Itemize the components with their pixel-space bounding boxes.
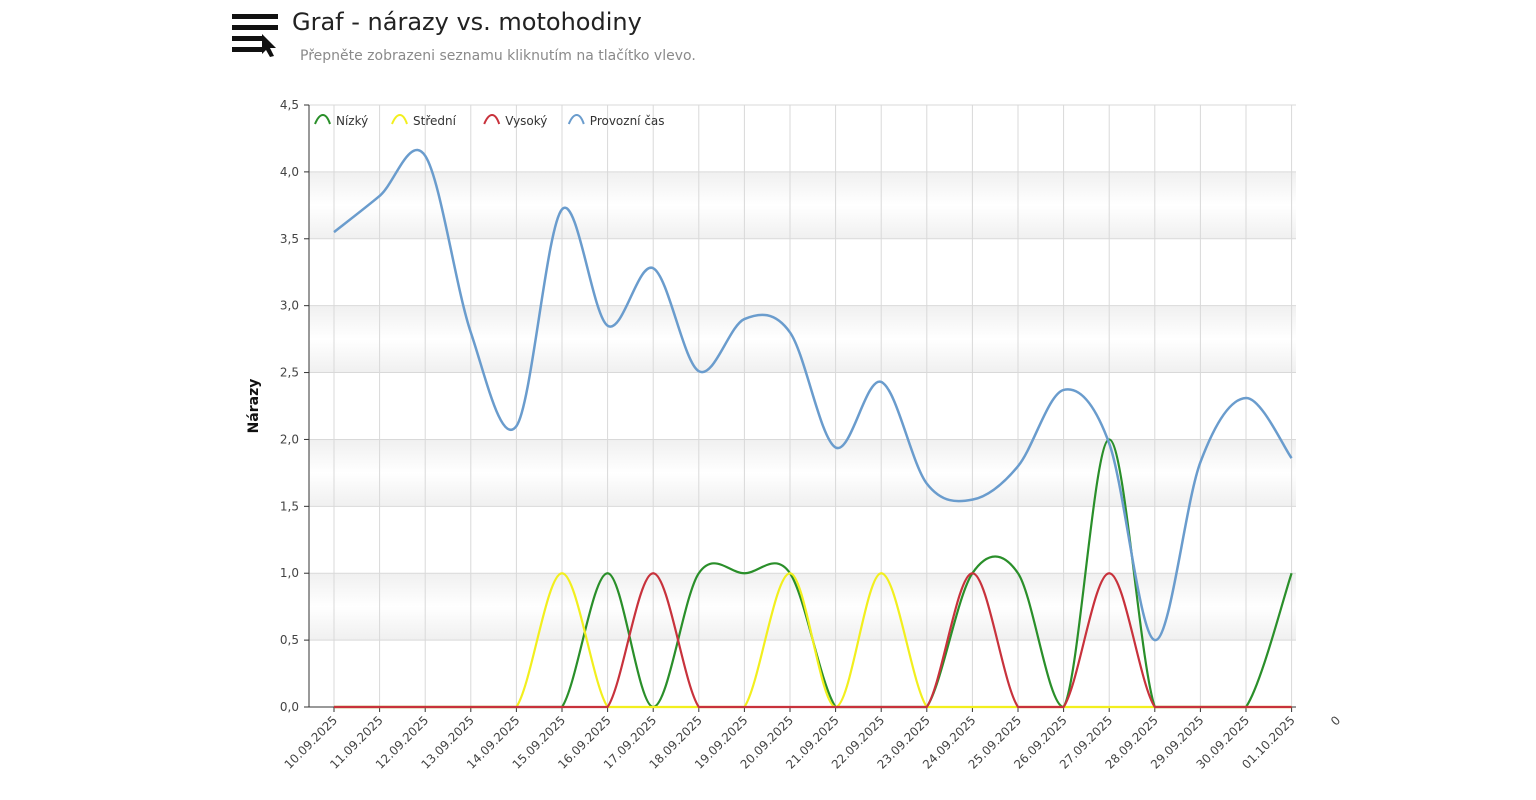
legend-label-provozni-cas: Provozní čas: [590, 114, 665, 128]
plot-band: [309, 439, 1296, 507]
y-tick-label: 3,0: [280, 299, 299, 313]
series-line-provozni-cas: [333, 148, 1293, 642]
plot-background: [309, 105, 1296, 707]
y-tick-label: 0,5: [280, 633, 299, 647]
legend: Nízký Střední Vysoký Provozní čas: [314, 114, 665, 128]
grid-lines: [309, 104, 1296, 708]
legend-label-nizky: Nízký: [336, 114, 368, 128]
y-tick-label: 2,0: [280, 432, 299, 446]
page-title: Graf - nárazy vs. motohodiny: [292, 8, 642, 36]
y-axis-label: Nárazy: [246, 379, 262, 434]
series-lines: [333, 148, 1293, 709]
x-tick-label-cut: 0: [1328, 713, 1343, 728]
y-tick-label: 3,5: [280, 232, 299, 246]
legend-symbol-provozni-cas: [567, 114, 585, 125]
y-tick-label: 1,5: [280, 499, 299, 513]
y-tick-label: 4,0: [280, 165, 299, 179]
list-toggle-icon[interactable]: [232, 14, 280, 58]
page-header: Graf - nárazy vs. motohodiny Přepněte zo…: [232, 4, 1032, 68]
page-subtitle: Přepněte zobrazeni seznamu kliknutím na …: [300, 48, 696, 64]
y-tick-label: 0,0: [280, 700, 299, 714]
legend-symbol-nizky: [314, 114, 331, 125]
legend-label-vysoky: Vysoký: [505, 114, 547, 128]
y-tick-label: 4,5: [280, 98, 299, 112]
legend-symbol-stredni: [391, 114, 408, 125]
series-line-vysoky: [334, 572, 1292, 709]
legend-symbol-vysoky: [483, 114, 501, 125]
legend-label-stredni: Střední: [413, 114, 457, 128]
y-tick-label: 1,0: [280, 566, 299, 580]
y-tick-label: 2,5: [280, 366, 299, 380]
plot-band: [309, 171, 1296, 239]
